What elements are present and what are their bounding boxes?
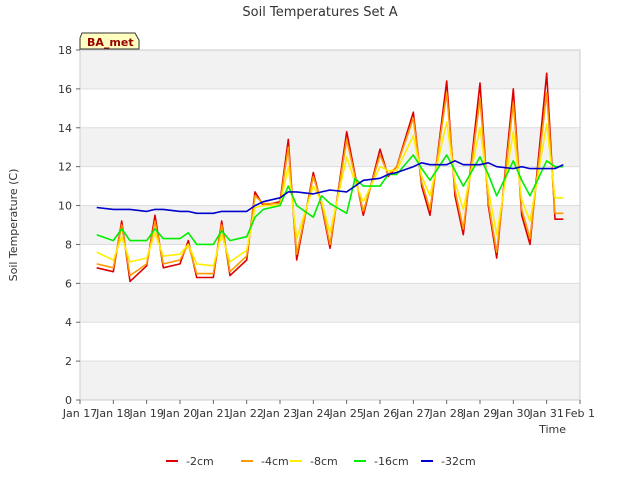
y-axis-ticks: 0 2 4 6 8 10 12 14 16 18 xyxy=(58,44,80,407)
x-tick-label: Jan 24 xyxy=(295,407,330,420)
background-band xyxy=(80,88,580,128)
series-line xyxy=(96,160,564,215)
annotation-label: BA_met xyxy=(87,36,134,49)
legend-label: -16cm xyxy=(374,455,409,468)
series-line xyxy=(96,92,564,277)
x-tick-label: Feb 1 xyxy=(565,407,595,420)
y-tick-label: 14 xyxy=(58,122,72,135)
series-lines xyxy=(96,72,564,283)
chart-title: Soil Temperatures Set A xyxy=(242,5,397,20)
series-line xyxy=(96,121,564,267)
x-tick-label: Jan 27 xyxy=(395,407,430,420)
background-band xyxy=(80,166,580,206)
y-tick-label: 6 xyxy=(65,277,72,290)
y-tick-label: 4 xyxy=(65,316,72,329)
background-band xyxy=(80,244,580,284)
y-tick-label: 18 xyxy=(58,44,72,57)
legend-label: -32cm xyxy=(441,455,476,468)
y-tick-label: 10 xyxy=(58,200,72,213)
y-tick-label: 8 xyxy=(65,238,72,251)
plot-frame xyxy=(79,49,581,401)
x-tick-label: Jan 18 xyxy=(95,407,130,420)
y-tick-label: 12 xyxy=(58,161,72,174)
background-band xyxy=(80,322,580,362)
x-tick-label: Jan 17 xyxy=(62,407,97,420)
legend: -2cm -4cm -8cm -16cm -32cm xyxy=(166,455,476,468)
x-tick-label: Jan 31 xyxy=(528,407,563,420)
background-band xyxy=(80,361,580,400)
y-tick-label: 16 xyxy=(58,83,72,96)
legend-label: -4cm xyxy=(261,455,289,468)
x-tick-label: Jan 20 xyxy=(162,407,197,420)
x-tick-label: Jan 26 xyxy=(362,407,397,420)
x-tick-label: Jan 21 xyxy=(195,407,230,420)
x-tick-label: Jan 25 xyxy=(328,407,363,420)
legend-label: -8cm xyxy=(310,455,338,468)
background-band xyxy=(80,127,580,167)
y-tick-label: 0 xyxy=(65,394,72,407)
x-tick-label: Jan 23 xyxy=(262,407,297,420)
background-band xyxy=(80,50,580,89)
x-axis-label: Time xyxy=(538,423,566,436)
x-tick-label: Jan 19 xyxy=(128,407,163,420)
y-tick-label: 2 xyxy=(65,355,72,368)
x-tick-label: Jan 29 xyxy=(462,407,497,420)
background-band xyxy=(80,283,580,323)
legend-label: -2cm xyxy=(186,455,214,468)
x-tick-label: Jan 28 xyxy=(428,407,463,420)
x-tick-label: Jan 30 xyxy=(495,407,530,420)
series-line xyxy=(96,154,564,246)
annotation-box: BA_met xyxy=(79,32,140,50)
y-axis-label: Soil Temperature (C) xyxy=(7,169,20,282)
x-tick-label: Jan 22 xyxy=(228,407,263,420)
